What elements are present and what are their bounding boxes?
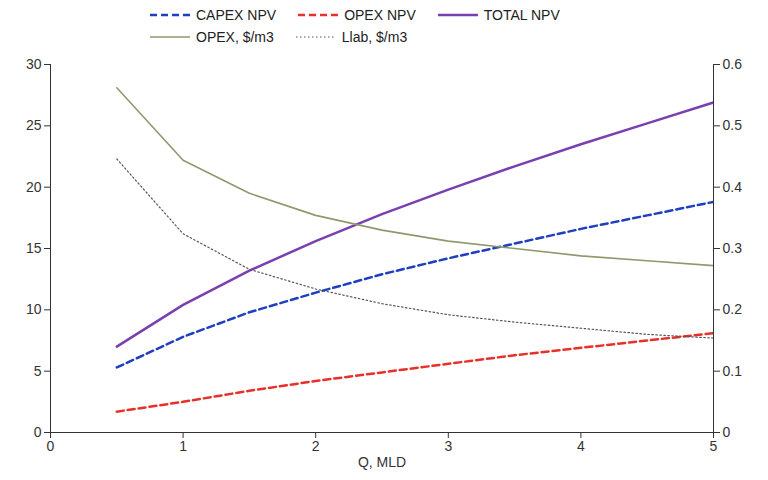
html-text:OPEX NPV: OPEX NPV <box>344 7 416 23</box>
svg-text:25: 25 <box>26 117 42 133</box>
svg-text:0: 0 <box>34 424 42 440</box>
svg-text:0.2: 0.2 <box>723 301 743 317</box>
html-text:Llab, $/m3: Llab, $/m3 <box>341 29 408 45</box>
html-text:OPEX, $/m3: OPEX, $/m3 <box>196 29 274 45</box>
svg-text:0: 0 <box>47 438 55 454</box>
svg-text:0.1: 0.1 <box>723 363 743 379</box>
svg-text:15: 15 <box>26 240 42 256</box>
html-text:CAPEX NPV: CAPEX NPV <box>196 7 277 23</box>
svg-text:5: 5 <box>710 438 718 454</box>
svg-text:1: 1 <box>179 438 187 454</box>
svg-text:0.3: 0.3 <box>723 240 743 256</box>
svg-text:3: 3 <box>444 438 452 454</box>
svg-text:Q, MLD: Q, MLD <box>358 454 406 470</box>
svg-text:30: 30 <box>26 56 42 72</box>
html-text:TOTAL NPV: TOTAL NPV <box>483 7 560 23</box>
svg-text:0.4: 0.4 <box>723 179 743 195</box>
svg-text:10: 10 <box>26 301 42 317</box>
svg-text:5: 5 <box>34 363 42 379</box>
svg-text:4: 4 <box>577 438 585 454</box>
svg-text:0.5: 0.5 <box>723 117 743 133</box>
svg-text:20: 20 <box>26 179 42 195</box>
svg-text:0.6: 0.6 <box>723 56 743 72</box>
svg-text:2: 2 <box>312 438 320 454</box>
svg-text:0: 0 <box>723 424 731 440</box>
